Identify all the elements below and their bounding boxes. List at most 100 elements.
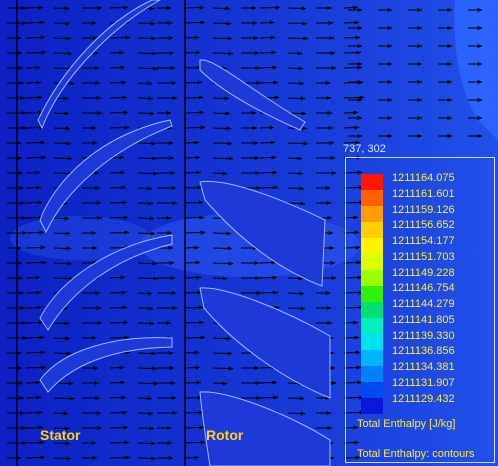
velocity-arrow [109, 170, 126, 175]
velocity-arrow [184, 155, 201, 160]
velocity-arrow [137, 396, 153, 401]
velocity-arrow [343, 65, 363, 70]
velocity-arrow [137, 411, 154, 416]
velocity-arrow [259, 140, 276, 145]
velocity-arrow [109, 380, 126, 385]
legend-tick-label: 1211129.432 [392, 392, 455, 405]
legend-tick-label: 1211146.754 [392, 282, 455, 295]
velocity-arrow [259, 125, 275, 130]
velocity-arrow [259, 50, 277, 55]
velocity-arrow [287, 186, 305, 191]
velocity-arrow [137, 51, 158, 56]
velocity-arrow [25, 410, 43, 415]
velocity-arrow [259, 290, 279, 295]
velocity-arrow [212, 6, 231, 11]
velocity-arrow [287, 306, 306, 311]
velocity-arrow [137, 231, 156, 236]
rotor-label: Rotor [206, 427, 244, 443]
velocity-arrow [25, 425, 44, 430]
legend-tick-label: 1211151.703 [392, 250, 455, 263]
velocity-arrow [343, 170, 363, 175]
legend-tick-label: 1211161.601 [392, 187, 455, 200]
velocity-arrow [137, 66, 159, 71]
velocity-arrow [287, 156, 303, 161]
legend-swatch [361, 238, 383, 254]
velocity-arrow [287, 396, 305, 401]
velocity-arrow [184, 425, 205, 430]
velocity-arrow [259, 395, 279, 400]
velocity-arrow [259, 65, 278, 70]
velocity-arrow [109, 95, 128, 100]
stator-blade [39, 119, 173, 234]
velocity-arrow [137, 366, 158, 371]
velocity-arrow [343, 140, 361, 145]
velocity-arrow [212, 51, 234, 56]
velocity-arrow [53, 276, 74, 281]
velocity-arrow [287, 81, 305, 86]
velocity-arrow [109, 80, 127, 85]
velocity-arrow [343, 455, 361, 460]
velocity-arrow [137, 81, 153, 86]
velocity-arrow [184, 65, 202, 70]
velocity-arrow [212, 96, 230, 101]
contour-legend[interactable]: 1211164.075 1211161.601 1211159.126 1211156… [345, 157, 495, 463]
velocity-arrow [343, 305, 365, 310]
velocity-arrow [184, 215, 205, 220]
velocity-arrow [184, 320, 205, 325]
velocity-arrow [184, 290, 203, 295]
velocity-arrow [343, 5, 359, 10]
velocity-arrow [25, 200, 43, 205]
velocity-arrow [109, 320, 129, 325]
velocity-arrow [259, 155, 277, 160]
velocity-arrow [109, 290, 127, 295]
velocity-arrow [25, 275, 41, 280]
velocity-arrow [137, 111, 155, 116]
velocity-arrow [343, 20, 360, 25]
velocity-arrow [259, 185, 279, 190]
velocity-arrow [53, 156, 73, 161]
velocity-arrow [184, 170, 202, 175]
velocity-arrow [53, 51, 73, 56]
velocity-arrow [287, 51, 303, 56]
velocity-arrow [287, 96, 306, 101]
velocity-arrow [343, 365, 362, 370]
velocity-arrow [212, 111, 231, 116]
velocity-arrow [137, 186, 153, 191]
velocity-arrow [184, 350, 200, 355]
velocity-arrow [184, 275, 202, 280]
legend-title: Total Enthalpy [J/kg] [357, 418, 456, 430]
legend-tick-label: 1211141.805 [392, 313, 455, 326]
velocity-arrow [25, 365, 47, 370]
velocity-arrow [212, 36, 233, 41]
velocity-arrow [184, 245, 200, 250]
velocity-arrow [53, 426, 70, 431]
velocity-arrow [212, 126, 232, 131]
velocity-arrow [25, 245, 46, 250]
stator-label: Stator [40, 427, 81, 443]
velocity-arrow [343, 440, 360, 445]
velocity-arrow [184, 305, 204, 310]
velocity-arrow [109, 5, 129, 10]
legend-swatch [361, 318, 383, 334]
velocity-arrow [184, 365, 201, 370]
velocity-arrow [25, 95, 43, 100]
velocity-arrow [53, 321, 70, 326]
velocity-arrow [343, 50, 362, 55]
velocity-arrow [212, 366, 234, 371]
stator-blade [39, 234, 173, 331]
velocity-arrow [184, 80, 203, 85]
legend-swatch [361, 398, 383, 414]
legend-tick-label: 1211131.907 [392, 376, 455, 389]
velocity-arrow [184, 440, 206, 445]
velocity-arrow [109, 410, 128, 415]
rotor-blade [199, 391, 331, 466]
rotor-blade [199, 180, 326, 287]
velocity-arrow [137, 276, 159, 281]
velocity-arrow [25, 455, 46, 460]
stator-blade [39, 337, 173, 393]
velocity-arrow [137, 21, 156, 26]
velocity-arrow [137, 306, 154, 311]
velocity-arrow [109, 305, 128, 310]
